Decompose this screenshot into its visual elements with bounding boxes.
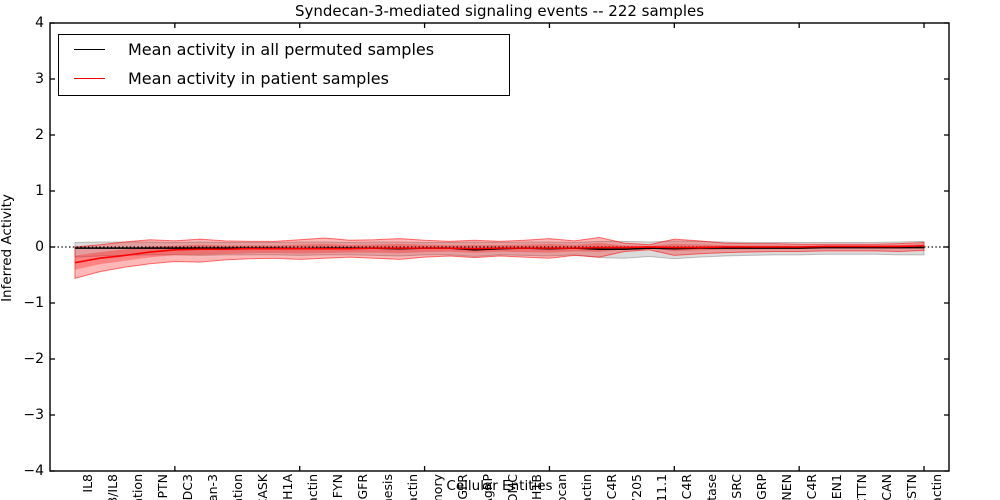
x-category-label: GO:0007205	[629, 474, 644, 500]
x-category-label: APH1B	[529, 474, 545, 500]
y-tick-label: −3	[23, 407, 44, 423]
x-category-label: IL8	[79, 474, 95, 493]
x-category-label: AGRP	[754, 474, 770, 500]
x-category-label: MC4R	[804, 474, 820, 500]
x-category-label: PSEN1	[829, 474, 845, 500]
x-category-label: neuron projection morphogenesis	[380, 474, 395, 500]
x-category-label: Syndecan-3/Fyn/Cortactin	[405, 474, 420, 500]
chart-title: Syndecan-3-mediated signaling events -- …	[294, 2, 705, 20]
x-category-label: limb bud formation	[230, 474, 245, 500]
legend: Mean activity in all permuted samples Me…	[58, 34, 510, 96]
x-category-label: Syndecan-3/Neurocan	[554, 474, 569, 500]
x-category-label: Syndecan-3/CASK	[255, 474, 270, 500]
y-tick-label: 4	[35, 15, 44, 31]
x-category-label: alpha-MSH/MC4R	[679, 474, 694, 500]
x-category-label: NCSTN	[904, 474, 920, 500]
y-tick-label: −2	[23, 351, 44, 367]
x-category-label: Syndecan-3/AgRP	[480, 474, 495, 500]
x-category-label: Syndecan-3/IL8	[105, 474, 120, 500]
x-category-label: Src/Cortactin	[929, 474, 944, 500]
x-axis-label: Cellular Entities	[446, 478, 553, 494]
y-tick-label: −4	[23, 463, 44, 479]
x-category-label: FYN	[329, 474, 345, 499]
patient-mean-line	[74, 245, 925, 264]
x-category-label: APH1A	[279, 474, 295, 500]
x-category-label: CTTN	[854, 474, 870, 500]
legend-line-swatch-black	[74, 49, 105, 50]
legend-line-swatch-red	[74, 78, 105, 79]
x-category-label: Gamma Secretase	[704, 474, 719, 500]
x-category-label: positive regulation of leukocyte migrati…	[130, 474, 145, 500]
x-category-label: Syndecan-3/EGFR	[355, 474, 370, 500]
x-category-label: FGFR/FGF/Syndecan-3	[205, 474, 220, 500]
band-patient-range-inner	[74, 243, 925, 270]
legend-label: Mean activity in patient samples	[128, 69, 389, 88]
band-permuted-range	[74, 240, 925, 260]
x-category-label: EGFR	[454, 474, 470, 500]
x-category-label: long-term memory	[430, 474, 445, 500]
legend-item-patient: Mean activity in patient samples	[59, 64, 509, 93]
y-tick-label: 3	[35, 71, 44, 87]
y-tick-label: −1	[23, 295, 44, 311]
x-category-label: SDC3	[179, 474, 195, 500]
x-category-label: SRC	[729, 474, 745, 499]
x-category-label: RP11-540L11.1	[654, 474, 669, 500]
legend-label: Mean activity in all permuted samples	[128, 40, 435, 59]
legend-item-permuted: Mean activity in all permuted samples	[59, 35, 509, 64]
y-tick-label: 2	[35, 127, 44, 143]
x-category-label: PSENEN	[779, 474, 795, 500]
y-tick-label: 1	[35, 183, 44, 199]
x-category-label: NCAN	[879, 474, 895, 500]
y-tick-label: 0	[35, 239, 44, 255]
x-category-label: POMC	[504, 474, 520, 500]
x-category-label: Fyn/Cortactin	[579, 474, 594, 500]
x-category-label: Syndecan-3/AgRP/MC4R	[604, 474, 619, 500]
x-category-label: PTN	[154, 474, 170, 499]
x-category-label: Syndecan-3/Src/Cortactin	[305, 474, 320, 500]
